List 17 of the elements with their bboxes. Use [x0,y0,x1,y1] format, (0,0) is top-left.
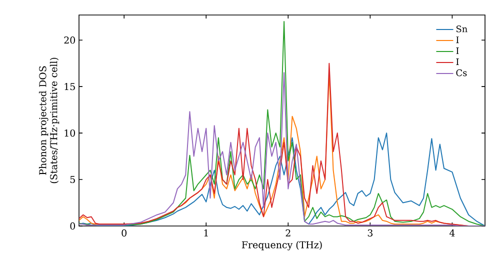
y-tick-label: 20 [64,36,76,44]
x-axis-title: Frequency (THz) [242,241,322,250]
y-axis-title: Phonon projected DOS (States/THz·primitive cell) [38,58,60,184]
y-tick-label: 10 [64,129,76,137]
x-tick-label: 2 [286,229,290,236]
x-tick-label: 3 [368,229,372,237]
legend-label: I [456,48,459,54]
y-tick-label: 0 [70,222,76,230]
y-tick-label: 15 [64,82,75,90]
x-tick-label: 0 [122,229,126,237]
legend-label: I [456,36,459,44]
legend-label: I [456,58,459,65]
y-tick-label: 5 [70,176,75,184]
x-tick-label: 4 [449,229,455,236]
legend-label: Cs [456,69,467,76]
x-tick-label: 1 [204,229,208,236]
legend-label: Sn [456,26,468,32]
